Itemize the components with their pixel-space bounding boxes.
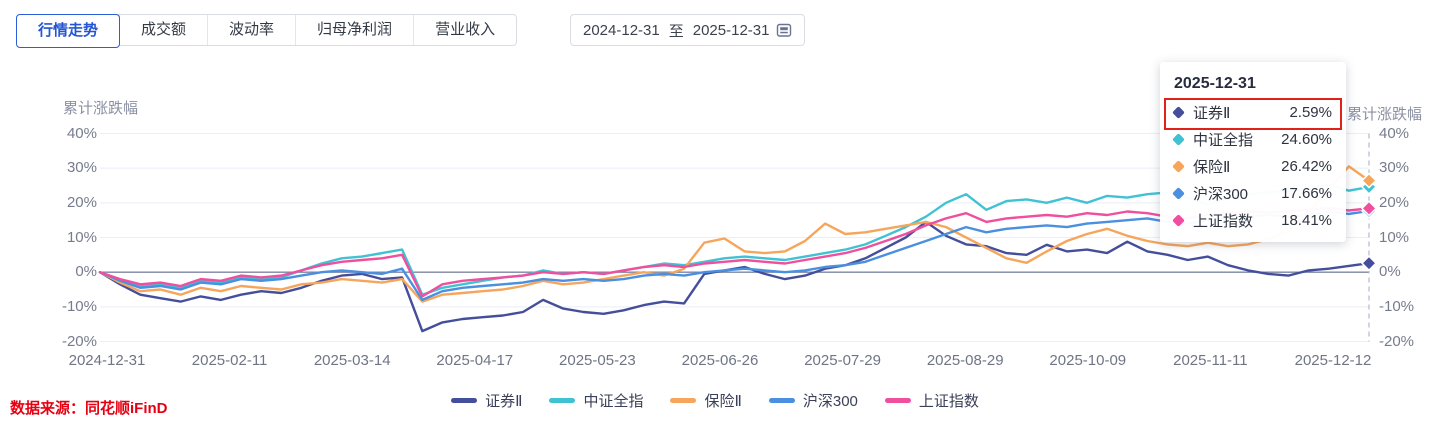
x-tick: 2025-03-14 — [313, 352, 391, 369]
legend-item-hs300[interactable]: 沪深300 — [768, 390, 858, 411]
y-tick-left: 20% — [66, 193, 97, 211]
x-tick: 2025-06-26 — [681, 352, 759, 369]
legend-swatch-icon — [670, 398, 697, 403]
tab-volatility[interactable]: 波动率 — [207, 15, 295, 45]
metric-tab-group: 行情走势 成交额 波动率 归母净利润 营业收入 — [16, 14, 518, 48]
x-tick: 2025-02-11 — [191, 352, 268, 369]
tooltip-row-insurance: 保险Ⅱ 26.42% — [1172, 153, 1332, 180]
chart-tooltip: 2025-12-31 证券Ⅱ 2.59% 中证全指 24.60% 保险Ⅱ 26.… — [1160, 62, 1346, 242]
y-tick-right: 40% — [1379, 124, 1410, 142]
date-range-picker[interactable]: 2024-12-31 至 2025-12-31 — [570, 14, 806, 46]
series-dot-icon — [1172, 214, 1185, 227]
y-tick-right: -10% — [1379, 297, 1415, 315]
date-end: 2025-12-31 — [692, 21, 770, 39]
y-tick-right: 10% — [1379, 228, 1410, 246]
x-tick: 2025-12-12 — [1294, 352, 1372, 369]
legend-item-sse[interactable]: 上证指数 — [884, 390, 979, 411]
end-marker-icon — [1360, 255, 1378, 272]
date-separator: 至 — [668, 22, 684, 40]
legend-item-insurance[interactable]: 保险Ⅱ — [670, 390, 742, 411]
x-tick: 2025-04-17 — [436, 352, 514, 369]
series-dot-icon — [1172, 133, 1185, 146]
tooltip-row-csi-all: 中证全指 24.60% — [1172, 126, 1332, 153]
tooltip-row-securities: 证券Ⅱ 2.59% — [1172, 99, 1332, 126]
tab-net-profit[interactable]: 归母净利润 — [295, 15, 413, 45]
legend-item-securities[interactable]: 证券Ⅱ — [451, 390, 522, 411]
y-tick-right: 30% — [1379, 159, 1410, 177]
y-axis-title-right: 累计涨跌幅 — [1347, 106, 1423, 123]
series-line — [98, 209, 1371, 302]
legend-item-csi-all[interactable]: 中证全指 — [549, 390, 643, 411]
y-tick-left: 0% — [75, 263, 97, 281]
legend-swatch-icon — [451, 398, 478, 403]
tab-revenue[interactable]: 营业收入 — [413, 15, 516, 45]
calendar-icon[interactable] — [776, 22, 792, 38]
x-tick: 2025-05-23 — [559, 352, 636, 369]
tooltip-row-hs300: 沪深300 17.66% — [1172, 180, 1332, 207]
y-tick-left: 10% — [66, 228, 97, 246]
series-line — [98, 165, 1371, 303]
x-tick: 2025-11-11 — [1173, 352, 1248, 369]
x-tick: 2024-12-31 — [68, 352, 146, 369]
legend-swatch-icon — [884, 398, 911, 403]
y-tick-right: 0% — [1379, 263, 1401, 281]
data-source-label: 数据来源：同花顺iFinD — [10, 400, 168, 417]
series-dot-icon — [1172, 106, 1185, 119]
y-tick-left: -10% — [61, 297, 97, 315]
x-tick: 2025-10-09 — [1049, 352, 1127, 369]
date-start: 2024-12-31 — [583, 21, 660, 39]
chart-legend: 证券Ⅱ 中证全指 保险Ⅱ 沪深300 上证指数 — [0, 390, 1430, 411]
end-marker-icon — [1360, 200, 1378, 217]
tooltip-date: 2025-12-31 — [1174, 75, 1256, 92]
x-tick: 2025-08-29 — [926, 352, 1004, 369]
legend-swatch-icon — [768, 398, 795, 403]
tooltip-row-sse: 上证指数 18.41% — [1172, 207, 1332, 234]
x-tick: 2025-07-29 — [804, 352, 881, 369]
y-tick-left: 30% — [66, 159, 97, 177]
end-marker-icon — [1360, 172, 1378, 189]
y-axis-title-left: 累计涨跌幅 — [63, 100, 139, 117]
tab-market-trend[interactable]: 行情走势 — [16, 14, 121, 48]
series-dot-icon — [1172, 187, 1185, 200]
y-tick-right: -20% — [1379, 332, 1415, 350]
series-line — [98, 206, 1371, 298]
y-tick-right: 20% — [1379, 193, 1410, 211]
y-tick-left: -20% — [61, 332, 97, 350]
y-tick-left: 40% — [66, 124, 97, 142]
series-dot-icon — [1172, 160, 1185, 173]
legend-swatch-icon — [549, 398, 576, 403]
